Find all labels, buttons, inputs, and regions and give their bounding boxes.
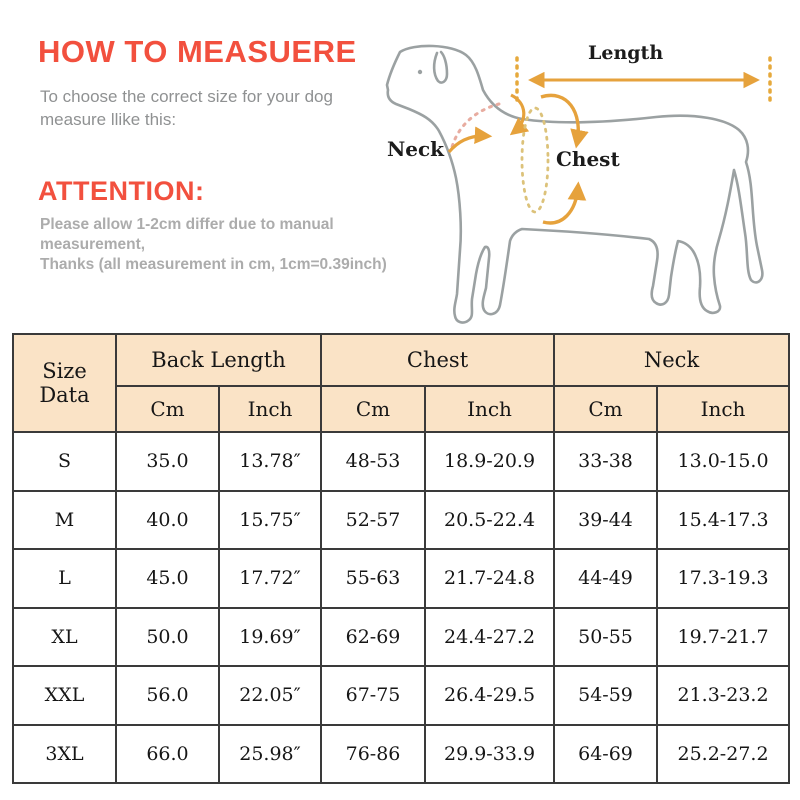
back-cm-cell: 56.0 (115, 665, 220, 726)
neck-cm-cell: 50-55 (553, 606, 659, 667)
chest-label: Chest (556, 147, 620, 171)
chest-annotation (520, 93, 589, 225)
chest-dotted-girth-ellipse (520, 106, 550, 214)
back-cm-cell: 35.0 (115, 431, 220, 492)
back-inch-cell: 17.72″ (217, 548, 323, 609)
chest-inch-cell: 18.9-20.9 (424, 431, 556, 492)
chest-cm-cell: 62-69 (320, 606, 427, 667)
neck-cm-cell: 64-69 (553, 723, 659, 784)
size-cell: 3XL (12, 723, 117, 784)
neck-inch-cell: 19.7-21.7 (656, 606, 791, 667)
subheader-chest-inch: Inch (424, 385, 556, 433)
chest-inch-cell: 21.7-24.8 (424, 548, 556, 609)
column-group-back-length: Back Length (114, 333, 323, 387)
page-title: HOW TO MEASUERE (38, 34, 357, 69)
size-cell: XL (12, 606, 117, 667)
attention-title: ATTENTION: (38, 175, 205, 206)
subheader-neck-cm: Cm (553, 385, 659, 433)
back-cm-cell: 45.0 (115, 548, 220, 609)
intro-section: HOW TO MEASUERE To choose the correct si… (38, 34, 398, 275)
neck-dotted-arc (450, 102, 501, 149)
size-cell: L (12, 548, 117, 609)
subheader-back-cm: Cm (115, 385, 220, 433)
size-cell: M (12, 489, 117, 550)
chest-inch-cell: 20.5-22.4 (424, 489, 556, 550)
column-group-neck: Neck (553, 333, 791, 387)
subheader-chest-cm: Cm (320, 385, 427, 433)
back-inch-cell: 13.78″ (217, 431, 323, 492)
table-row: XXL 56.0 22.05″ 67-75 26.4-29.5 54-59 21… (12, 665, 791, 726)
chest-curved-arrow-top (540, 93, 589, 149)
table-corner-size-data: Size Data (12, 333, 117, 433)
back-inch-cell: 19.69″ (217, 606, 323, 667)
back-cm-cell: 66.0 (115, 723, 220, 784)
intro-subtitle: To choose the correct size for your dog … (40, 86, 398, 132)
neck-label: Neck (387, 137, 445, 161)
back-cm-cell: 40.0 (115, 489, 220, 550)
subheader-back-inch: Inch (217, 385, 323, 433)
dog-outline-drawing (385, 44, 772, 324)
chest-cm-cell: 67-75 (320, 665, 427, 726)
neck-curved-arrow-lower (447, 126, 493, 154)
back-inch-cell: 22.05″ (217, 665, 323, 726)
neck-cm-cell: 33-38 (553, 431, 659, 492)
neck-cm-cell: 44-49 (553, 548, 659, 609)
size-cell: S (12, 431, 117, 492)
chest-cm-cell: 48-53 (320, 431, 427, 492)
neck-inch-cell: 15.4-17.3 (656, 489, 791, 550)
chest-cm-cell: 76-86 (320, 723, 427, 784)
size-table-section: Size Data Back Length Chest Neck Cm Inch… (12, 333, 791, 784)
chest-cm-cell: 52-57 (320, 489, 427, 550)
attention-note-line1: Please allow 1-2cm differ due to manual … (40, 215, 334, 254)
dog-body-outline (385, 44, 764, 324)
neck-inch-cell: 13.0-15.0 (656, 431, 791, 492)
table-row: M 40.0 15.75″ 52-57 20.5-22.4 39-44 15.4… (12, 489, 791, 550)
back-inch-cell: 15.75″ (217, 489, 323, 550)
intro-subtitle-line1: To choose the correct size for your dog (40, 87, 333, 106)
neck-inch-cell: 21.3-23.2 (656, 665, 791, 726)
column-group-chest: Chest (320, 333, 556, 387)
attention-note-line2: Thanks (all measurement in cm, 1cm=0.39i… (40, 256, 387, 274)
table-row: 3XL 66.0 25.98″ 76-86 29.9-33.9 64-69 25… (12, 723, 791, 784)
table-row: S 35.0 13.78″ 48-53 18.9-20.9 33-38 13.0… (12, 431, 791, 492)
neck-curved-arrow-upper (509, 93, 530, 136)
neck-cm-cell: 39-44 (553, 489, 659, 550)
attention-note: Please allow 1-2cm differ due to manual … (40, 215, 398, 275)
back-cm-cell: 50.0 (115, 606, 220, 667)
dog-measuring-diagram: Length Neck Chest (0, 0, 800, 333)
dog-ear-line (432, 50, 449, 84)
neck-inch-cell: 25.2-27.2 (656, 723, 791, 784)
length-label: Length (588, 42, 664, 64)
neck-inch-cell: 17.3-19.3 (656, 548, 791, 609)
chest-inch-cell: 24.4-27.2 (424, 606, 556, 667)
back-inch-cell: 25.98″ (217, 723, 323, 784)
dog-eye-dot (417, 69, 423, 75)
intro-subtitle-line2: measure llike this: (40, 109, 177, 129)
chest-inch-cell: 26.4-29.5 (424, 665, 556, 726)
size-cell: XXL (12, 665, 117, 726)
table-row: L 45.0 17.72″ 55-63 21.7-24.8 44-49 17.3… (12, 548, 791, 609)
length-annotation (515, 56, 772, 108)
size-table: Size Data Back Length Chest Neck Cm Inch… (12, 333, 791, 784)
chest-curved-arrow-bottom (542, 181, 587, 225)
subheader-neck-inch: Inch (656, 385, 791, 433)
chest-cm-cell: 55-63 (320, 548, 427, 609)
table-row: XL 50.0 19.69″ 62-69 24.4-27.2 50-55 19.… (12, 606, 791, 667)
neck-cm-cell: 54-59 (553, 665, 659, 726)
chest-inch-cell: 29.9-33.9 (424, 723, 556, 784)
neck-annotation (447, 93, 530, 154)
